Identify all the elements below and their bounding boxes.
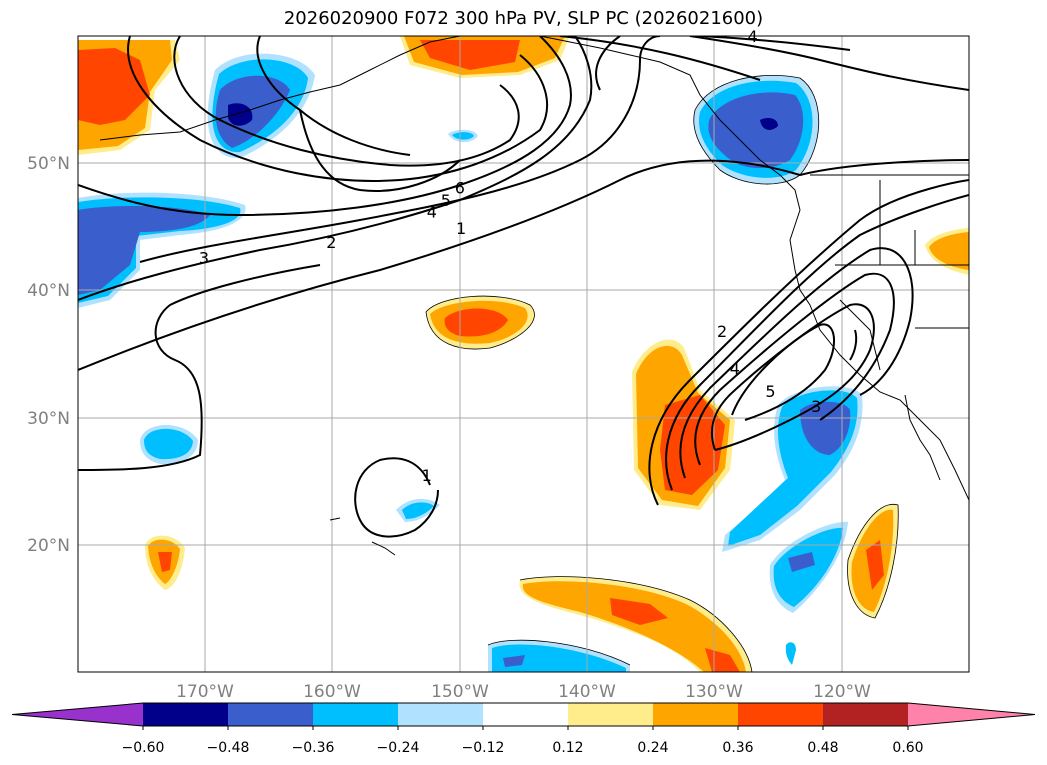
lon-label: 150°W: [431, 682, 489, 702]
lon-label: 130°W: [685, 682, 743, 702]
colorbar-extend-low: [12, 703, 143, 726]
contour-label: 4: [427, 203, 437, 222]
colorbar-segment: [398, 703, 484, 726]
pv-negative-anomalies: [78, 53, 863, 672]
colorbar-extend-high: [908, 703, 1035, 726]
lat-label: 30°N: [27, 409, 70, 429]
colorbar-segment: [738, 703, 824, 726]
colorbar-segment: [483, 703, 569, 726]
colorbar-segment: [313, 703, 399, 726]
lat-label: 50°N: [27, 154, 70, 174]
slp-contours: [78, 36, 969, 538]
map-plot-area: [78, 36, 969, 672]
pv-positive-anomalies: [78, 36, 969, 672]
colorbar-tick-label: −0.24: [377, 740, 420, 756]
contour-label: 6: [455, 178, 465, 197]
colorbar-segment: [568, 703, 654, 726]
colorbar-tick-label: −0.36: [292, 740, 335, 756]
latitude-labels: 50°N 40°N 30°N 20°N: [27, 154, 70, 556]
colorbar-segment: [228, 703, 314, 726]
colorbar-tick-label: 0.12: [552, 740, 583, 756]
colorbar: [11, 702, 1036, 727]
contour-label: 5: [441, 191, 451, 210]
longitude-labels: 170°W 160°W 150°W 140°W 130°W 120°W: [176, 682, 871, 702]
contour-label: 1: [422, 466, 432, 485]
lon-label: 140°W: [558, 682, 616, 702]
colorbar-tick-label: 0.24: [637, 740, 668, 756]
lon-label: 120°W: [813, 682, 871, 702]
contour-label: 1: [456, 219, 466, 238]
pv-anomaly-outlines: [425, 75, 899, 672]
map-title: 2026020900 F072 300 hPa PV, SLP PC (2026…: [283, 8, 764, 29]
lon-label: 170°W: [176, 682, 234, 702]
colorbar-tick-label: −0.60: [122, 740, 165, 756]
contour-label: 2: [326, 233, 336, 252]
colorbar-tick-label: −0.12: [462, 740, 505, 756]
contour-label: 4: [730, 359, 740, 378]
map-frame: [77, 35, 970, 673]
contour-label: 2: [717, 322, 727, 341]
colorbar-segment: [823, 703, 909, 726]
colorbar-segment: [653, 703, 739, 726]
colorbar-tick-label: 0.60: [892, 740, 923, 756]
lat-label: 40°N: [27, 281, 70, 301]
colorbar-tick-label: −0.48: [207, 740, 250, 756]
colorbar-tick-label: 0.36: [722, 740, 753, 756]
colorbar-tick-labels: −0.60 −0.48 −0.36 −0.24 −0.12 0.12 0.24 0.36 0.4…: [122, 726, 924, 756]
lon-label: 160°W: [303, 682, 361, 702]
colorbar-segment: [143, 703, 229, 726]
coastlines: [99, 36, 969, 556]
colorbar-tick-label: 0.48: [807, 740, 838, 756]
contour-label: 5: [765, 382, 775, 401]
contour-label: 3: [811, 397, 821, 416]
contour-label: 3: [199, 248, 209, 267]
lat-label: 20°N: [27, 536, 70, 556]
